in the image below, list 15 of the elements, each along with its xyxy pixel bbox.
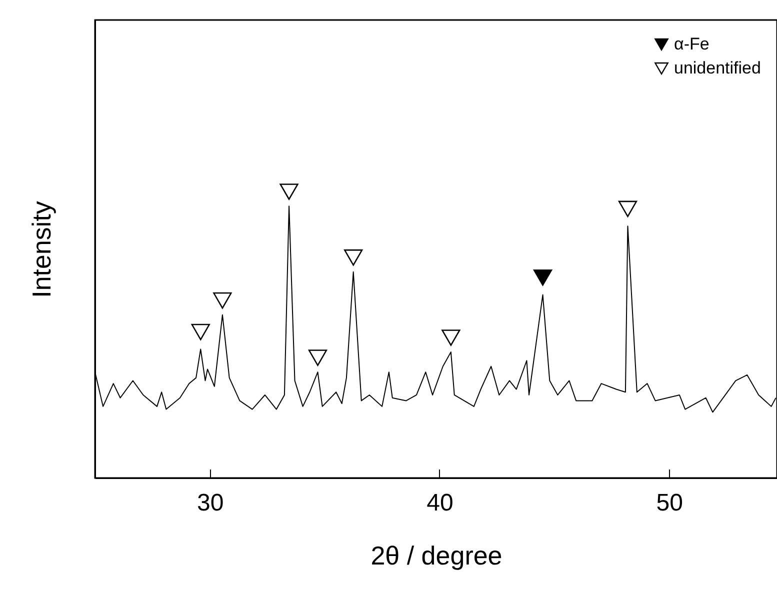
point <box>191 324 210 340</box>
x-axis-title: 2θ / degree <box>370 540 502 570</box>
point <box>280 184 298 200</box>
point <box>442 330 460 346</box>
point <box>308 350 328 366</box>
point <box>533 269 552 286</box>
x-tick-label: 50 <box>656 490 683 516</box>
point <box>213 292 232 309</box>
x-tick-label: 30 <box>196 490 224 516</box>
point <box>344 249 363 266</box>
y-axis-title: Intensity <box>26 201 56 298</box>
x-tick-label: 40 <box>426 490 454 516</box>
point <box>618 200 638 218</box>
legend-label: α-Fe <box>674 34 710 54</box>
legend-label: unidentified <box>674 58 761 78</box>
